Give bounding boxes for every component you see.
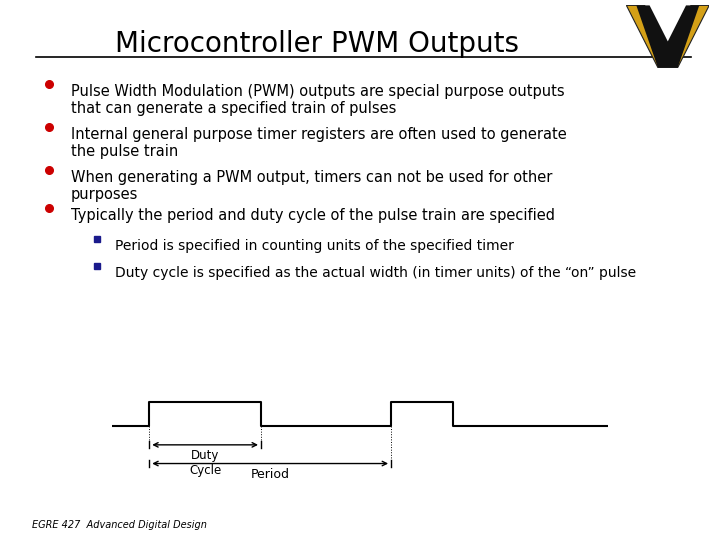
Text: Period is specified in counting units of the specified timer: Period is specified in counting units of…: [115, 239, 514, 253]
Text: Duty
Cycle: Duty Cycle: [189, 449, 221, 477]
Text: Internal general purpose timer registers are often used to generate
the pulse tr: Internal general purpose timer registers…: [71, 127, 567, 159]
Text: EGRE 427  Advanced Digital Design: EGRE 427 Advanced Digital Design: [32, 520, 207, 530]
Text: Microcontroller PWM Outputs: Microcontroller PWM Outputs: [114, 30, 519, 58]
Polygon shape: [626, 5, 709, 68]
Text: Duty cycle is specified as the actual width (in timer units) of the “on” pulse: Duty cycle is specified as the actual wi…: [115, 266, 636, 280]
Text: Typically the period and duty cycle of the pulse train are specified: Typically the period and duty cycle of t…: [71, 208, 554, 223]
Polygon shape: [636, 5, 699, 68]
Text: When generating a PWM output, timers can not be used for other
purposes: When generating a PWM output, timers can…: [71, 170, 552, 202]
Text: Period: Period: [251, 468, 289, 481]
Text: Pulse Width Modulation (PWM) outputs are special purpose outputs
that can genera: Pulse Width Modulation (PWM) outputs are…: [71, 84, 564, 116]
